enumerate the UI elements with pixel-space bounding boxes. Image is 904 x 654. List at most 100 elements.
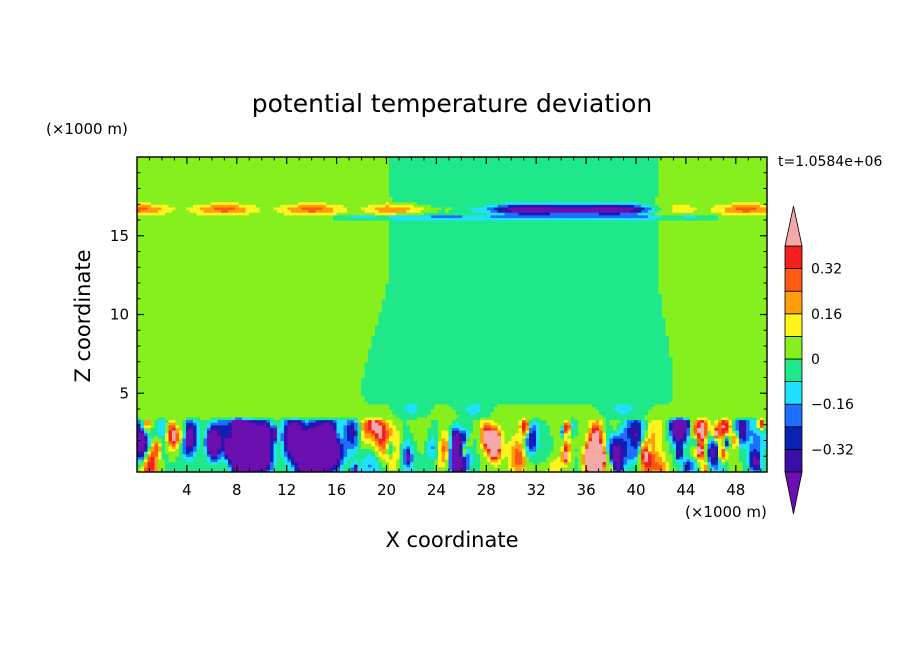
contour-cell (704, 445, 709, 449)
contour-cell (550, 427, 562, 431)
contour-cell (165, 464, 229, 468)
contour-cell (497, 424, 502, 428)
contour-cell (725, 430, 730, 434)
contour-cell (228, 422, 233, 426)
contour-cell (522, 432, 527, 436)
contour-cell (207, 448, 219, 452)
contour-cell (189, 427, 194, 431)
contour-cell (725, 445, 730, 449)
contour-cell (725, 461, 730, 465)
contour-cell (665, 469, 670, 472)
contour-cell (431, 424, 439, 428)
contour-cell (609, 466, 614, 470)
contour-cell (525, 440, 530, 444)
contour-cell (389, 406, 404, 410)
contour-cell (361, 385, 674, 389)
contour-cell (662, 440, 670, 444)
contour-cell (333, 209, 348, 213)
contour-cell (389, 456, 394, 460)
contour-cell (641, 440, 646, 444)
contour-cell (630, 440, 635, 444)
contour-cell (567, 435, 572, 439)
contour-cell (641, 445, 646, 449)
contour-cell (284, 440, 289, 444)
contour-cell (137, 199, 394, 203)
contour-cell (385, 201, 390, 205)
contour-cell (154, 435, 159, 439)
contour-cell (147, 448, 152, 452)
contour-cell (578, 466, 583, 470)
contour-cell (350, 430, 355, 434)
contour-cell (280, 422, 285, 426)
contour-cell (480, 461, 492, 465)
contour-cell (700, 424, 705, 428)
contour-cell (357, 437, 362, 442)
contour-cell (389, 264, 660, 268)
contour-cell (389, 180, 660, 184)
contour-cell (718, 419, 723, 423)
contour-cell (697, 448, 705, 452)
contour-cell (651, 448, 656, 452)
contour-cell (480, 464, 495, 468)
contour-cell (322, 206, 334, 211)
contour-cell (378, 435, 383, 439)
contour-cell (151, 458, 156, 463)
contour-cell (704, 427, 709, 431)
contour-cell (438, 422, 453, 426)
contour-cell (389, 267, 660, 271)
contour-cell (158, 451, 163, 455)
contour-cell (231, 435, 271, 439)
contour-cell (756, 419, 761, 423)
contour-cell (742, 209, 751, 213)
contour-cell (231, 458, 271, 463)
contour-cell (284, 419, 289, 423)
contour-cell (602, 427, 607, 431)
contour-cell (434, 437, 439, 442)
contour-cell (137, 469, 142, 472)
contour-cell (476, 440, 481, 444)
x-axis: 4 8 12 16 20 24 28 32 36 40 44 48 (148, 157, 762, 499)
contour-cell (697, 451, 702, 455)
contour-cell (168, 448, 177, 452)
contour-cell (389, 445, 394, 449)
contour-cell (210, 419, 219, 423)
contour-cell (448, 453, 453, 457)
contour-cell (560, 466, 576, 470)
contour-cell (613, 443, 621, 447)
contour-cell (137, 346, 373, 350)
contour-cell (630, 209, 639, 213)
contour-cell (389, 167, 660, 171)
contour-cell (385, 437, 390, 442)
contour-cell (571, 458, 576, 463)
contour-cell (147, 437, 152, 442)
contour-cell (137, 356, 369, 360)
contour-cell (704, 432, 709, 436)
contour-cell (336, 437, 341, 442)
contour-cell (137, 351, 369, 355)
contour-cell (389, 448, 394, 452)
contour-cell (658, 185, 767, 190)
contour-cell (672, 440, 677, 444)
contour-cell (137, 445, 145, 449)
contour-cell (375, 430, 383, 434)
contour-cell (469, 437, 474, 442)
contour-cell (567, 451, 572, 455)
contour-cell (497, 403, 593, 407)
contour-cell (669, 401, 767, 405)
contour-cell (592, 432, 600, 436)
contour-cell (700, 435, 705, 439)
contour-cell (564, 430, 569, 434)
contour-cell (651, 206, 656, 211)
contour-cell (732, 419, 737, 423)
contour-cell (602, 451, 607, 455)
colorbar-tick-label: 0 (811, 352, 820, 368)
contour-cell (193, 456, 208, 460)
contour-cell (525, 416, 534, 421)
contour-cell (686, 443, 698, 447)
contour-cell (669, 445, 674, 449)
contour-cell (137, 319, 380, 323)
contour-cell (480, 409, 495, 413)
colorbar-tick-label: −0.16 (811, 397, 854, 413)
contour-cell (231, 419, 250, 423)
contour-cell (567, 453, 572, 457)
